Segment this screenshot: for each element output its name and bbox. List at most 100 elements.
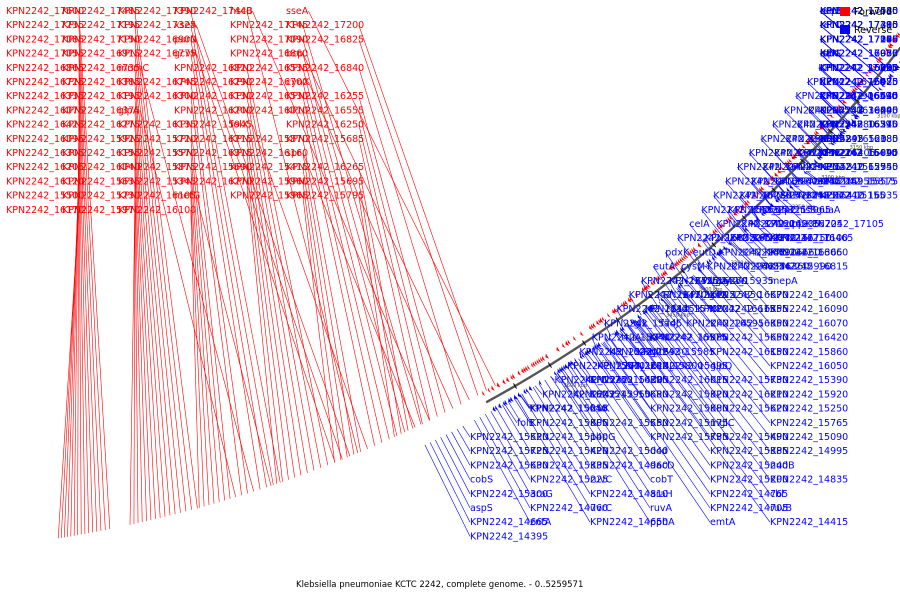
forward-feature	[591, 323, 595, 329]
leader-line	[134, 124, 156, 520]
feature-label: KPN2242_15090	[770, 432, 848, 443]
leader-line	[596, 346, 651, 423]
tick-mark	[648, 293, 653, 299]
forward-feature	[562, 343, 566, 349]
forward-feature	[628, 297, 632, 303]
forward-feature	[807, 138, 813, 143]
leader-line	[584, 354, 651, 452]
feature-label: KPN2242_16355	[710, 304, 788, 315]
leader-line	[668, 280, 675, 291]
feature-label: KPN2242_16860	[230, 49, 308, 60]
reverse-feature	[869, 96, 875, 101]
feature-label: KPN2242_15760	[740, 191, 818, 202]
leader-line	[678, 286, 711, 324]
feature-label: KPN2242_16095	[6, 134, 84, 145]
leader-line	[134, 81, 171, 516]
feature-label: KPN2242_15730	[710, 375, 788, 386]
tick-mark	[615, 317, 620, 323]
reverse-feature	[818, 154, 824, 159]
leader-line	[615, 333, 622, 338]
leader-line	[713, 195, 744, 233]
leader-line	[358, 138, 423, 424]
genome-arc	[482, 32, 900, 412]
leader-line	[358, 67, 462, 405]
feature-label: KPN2242_17485	[62, 6, 140, 17]
feature-label: ruvC	[590, 475, 613, 486]
forward-feature	[887, 44, 893, 48]
feature-label: KPN2242_15755	[820, 162, 898, 173]
feature-label: KPN2242_16195	[62, 91, 140, 102]
feature-label: pphA	[650, 517, 675, 528]
feature-label: KPN2242_16405	[797, 148, 875, 159]
leader-line	[819, 39, 879, 92]
feature-label: fadI	[672, 304, 690, 315]
leader-line	[308, 10, 496, 386]
forward-feature	[774, 172, 779, 177]
forward-feature	[657, 275, 662, 281]
forward-feature	[759, 187, 764, 192]
reverse-feature	[848, 121, 853, 126]
leader-line	[190, 96, 242, 496]
feature-label: folE	[517, 418, 535, 429]
tick-label: 3400 kbp	[699, 287, 723, 293]
feature-label: KPN2242_14415	[770, 517, 848, 528]
feature-label: KPN2242_15815	[818, 176, 896, 187]
feature-label: KPN2242_15685	[286, 134, 364, 145]
leader-line	[731, 242, 743, 253]
leader-line	[640, 280, 657, 305]
forward-feature	[858, 81, 863, 86]
forward-feature	[725, 218, 730, 223]
forward-feature	[893, 37, 898, 42]
reverse-feature	[684, 277, 689, 283]
feature-label: KPN2242_16165	[725, 176, 803, 187]
forward-feature	[540, 356, 544, 363]
reverse-feature	[792, 181, 797, 186]
reverse-feature	[504, 399, 508, 406]
leader-line	[196, 25, 351, 457]
forward-feature	[717, 225, 722, 231]
feature-label: KPN2242_17440	[174, 6, 252, 17]
feature-label: cbl	[770, 489, 784, 500]
feature-label: KPN2242_16655	[707, 262, 785, 273]
reverse-feature	[706, 259, 711, 265]
feature-label: KPN2242_15385	[710, 446, 788, 457]
feature-label: KPN2242_15250	[770, 404, 848, 415]
feature-label: KPN2242_16335	[6, 91, 84, 102]
reverse-feature	[728, 241, 733, 246]
forward-feature	[643, 285, 648, 291]
feature-label: KPN2242_16210	[710, 389, 788, 400]
leader-line	[727, 209, 745, 232]
forward-feature	[853, 86, 859, 91]
reverse-feature	[736, 233, 741, 239]
leader-line	[246, 124, 302, 476]
forward-feature	[536, 359, 540, 365]
forward-feature	[895, 33, 900, 38]
leader-line	[485, 414, 531, 494]
feature-label: KPN2242_16620	[820, 91, 898, 102]
feature-label: KPN2242_16480	[820, 77, 898, 88]
leader-line	[134, 67, 176, 515]
reverse-feature	[832, 139, 837, 144]
feature-label: KPN2242_15140	[530, 432, 608, 443]
feature-label: cobS	[470, 475, 493, 486]
forward-feature	[875, 59, 881, 64]
forward-feature	[741, 203, 746, 209]
forward-feature	[813, 131, 819, 136]
feature-label: KPN2242_16140	[597, 361, 675, 372]
feature-label: KPN2242_16235	[542, 389, 620, 400]
feature-label: KPN2242_16255	[286, 91, 364, 102]
leader-line	[609, 337, 711, 480]
leader-line	[725, 181, 758, 220]
leader-line	[685, 281, 711, 310]
leader-line	[639, 316, 711, 409]
feature-label: nudB	[770, 460, 795, 471]
leader-line	[746, 229, 771, 253]
reverse-feature	[756, 216, 761, 221]
leader-line	[680, 284, 771, 395]
forward-feature	[897, 32, 900, 36]
forward-feature	[692, 246, 697, 252]
feature-label: KPN2242_16680	[797, 120, 875, 131]
forward-feature	[735, 209, 740, 215]
feature-label: KPN2242_14995	[770, 446, 848, 457]
leader-line	[657, 294, 661, 302]
